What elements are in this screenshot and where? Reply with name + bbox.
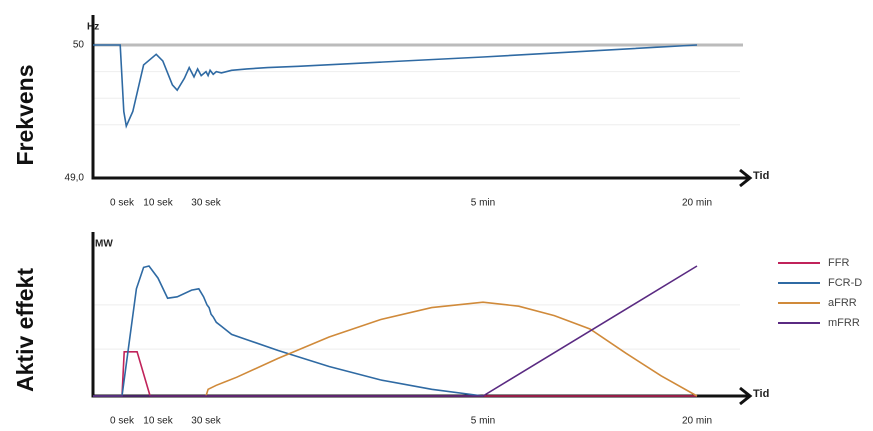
x-axis-label: Tid (753, 388, 769, 400)
axes (91, 15, 749, 180)
series-line (93, 265, 698, 397)
x-tick-label: 5 min (471, 416, 495, 427)
x-tick-label: 10 sek (143, 198, 173, 209)
x-tick-label: 0 sek (110, 416, 135, 427)
x-tick-label: 30 sek (191, 198, 221, 209)
legend-label: mFRR (828, 317, 860, 329)
x-tick-label: 0 sek (110, 198, 135, 209)
x-tick-label: 30 sek (191, 416, 221, 427)
x-tick-label: 20 min (682, 198, 712, 209)
legend-label: FCR-D (828, 277, 862, 289)
series-line (93, 351, 697, 397)
x-tick-label: 10 sek (143, 416, 173, 427)
y-tick-label: 49,0 (65, 173, 85, 184)
x-tick-label: 5 min (471, 198, 495, 209)
axis-title: Aktiv effekt (12, 268, 38, 392)
axes (91, 232, 749, 398)
x-axis-label: Tid (753, 170, 769, 182)
y-tick-label: 50 (73, 40, 85, 51)
legend-label: FFR (828, 257, 849, 269)
legend-label: aFRR (828, 297, 857, 309)
axis-title: Frekvens (12, 64, 38, 165)
arrow-head (739, 386, 753, 406)
x-tick-label: 20 min (682, 416, 712, 427)
unit-label: MW (95, 239, 113, 250)
arrow-head (739, 168, 753, 188)
series-line (93, 265, 484, 397)
series-line (205, 301, 698, 397)
series-line (93, 44, 698, 129)
